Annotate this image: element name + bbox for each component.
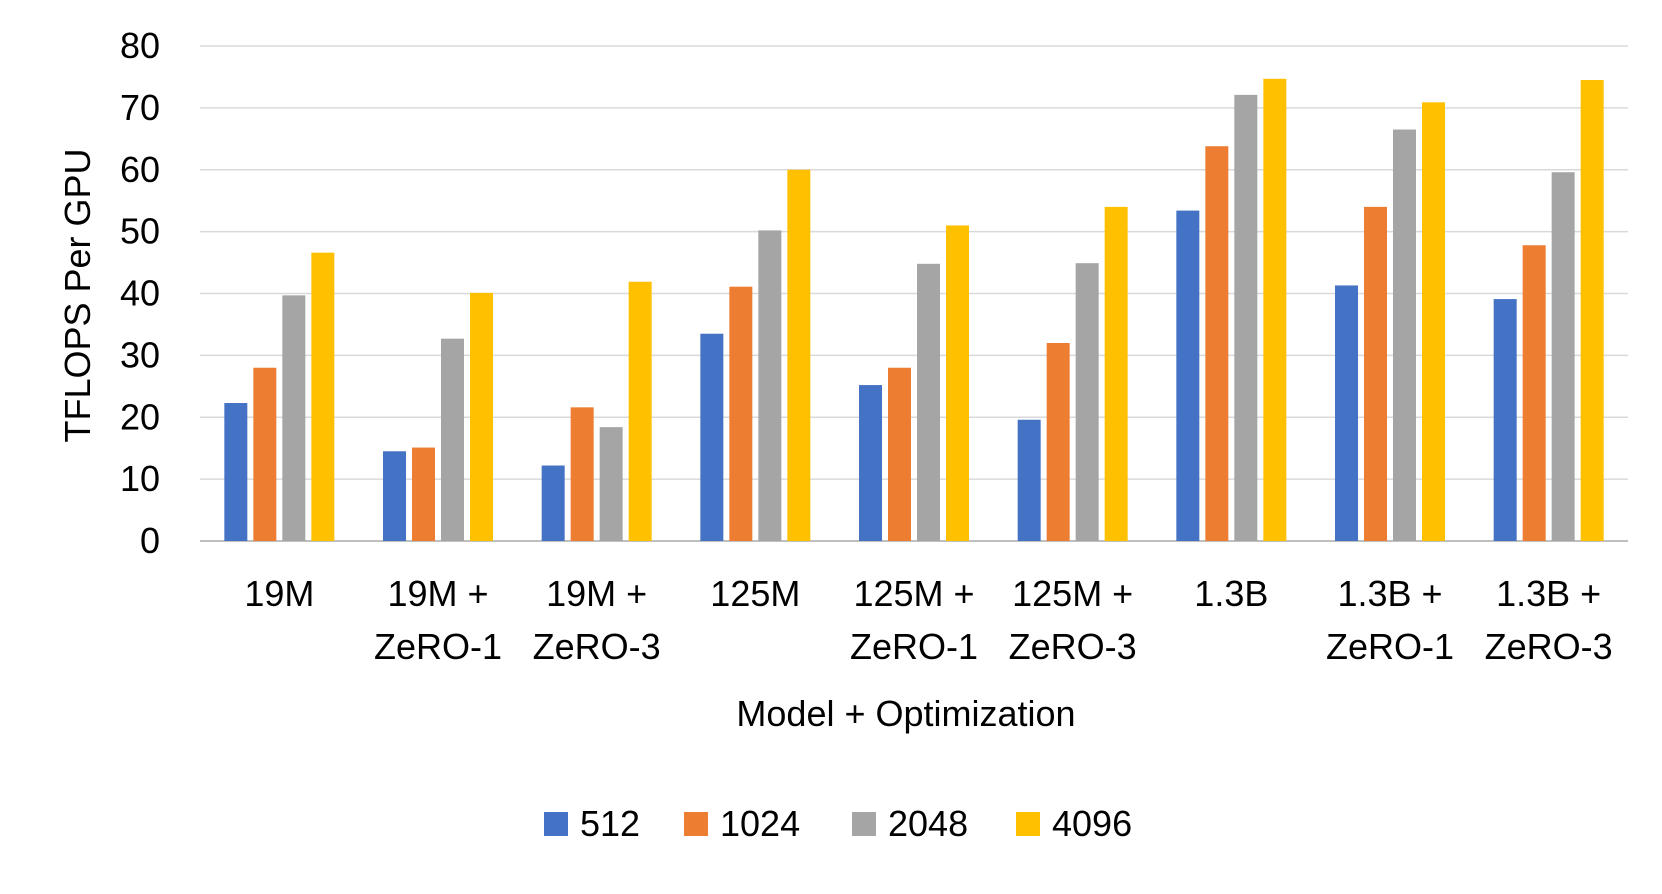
bar-1024 — [253, 367, 277, 541]
bar-1024 — [1522, 245, 1546, 542]
bar-512 — [1017, 419, 1041, 541]
bars — [224, 78, 1604, 542]
y-tick-label: 80 — [120, 25, 160, 66]
x-tick-label: 1.3B + ZeRO-1 — [1326, 573, 1454, 667]
bar-4096 — [311, 252, 335, 541]
bar-4096 — [628, 281, 652, 541]
legend-label-4096: 4096 — [1052, 803, 1132, 844]
bar-512 — [383, 451, 406, 541]
bar-1024 — [1364, 206, 1387, 541]
y-tick-label: 0 — [140, 520, 160, 561]
x-tick-label: 125M + ZeRO-1 — [850, 573, 978, 667]
bar-2048 — [599, 427, 623, 541]
bar-2048 — [1234, 94, 1258, 541]
x-tick-label: 125M — [710, 573, 800, 614]
bar-2048 — [1075, 263, 1099, 541]
bar-1024 — [570, 407, 594, 541]
y-tick-label: 20 — [120, 396, 160, 437]
x-tick-label: 1.3B + ZeRO-3 — [1485, 573, 1613, 667]
y-tick-label: 60 — [120, 149, 160, 190]
legend: 512 1024 2048 4096 — [544, 803, 1132, 844]
bar-2048 — [1393, 129, 1416, 541]
y-tick-label: 70 — [120, 87, 160, 128]
bar-2048 — [282, 295, 306, 541]
x-axis-title: Model + Optimization — [736, 693, 1075, 734]
legend-swatch-512 — [544, 812, 568, 836]
y-tick-label: 30 — [120, 334, 160, 375]
y-axis-tick-labels: 0 10 20 30 40 50 60 70 80 — [120, 25, 160, 561]
bar-512 — [541, 465, 565, 541]
legend-label-512: 512 — [580, 803, 640, 844]
bar-4096 — [1104, 206, 1128, 541]
legend-swatch-4096 — [1016, 812, 1040, 836]
bar-512 — [1335, 285, 1358, 541]
bar-1024 — [412, 447, 435, 541]
bar-2048 — [917, 263, 940, 541]
bar-4096 — [1263, 78, 1287, 541]
y-tick-label: 50 — [120, 211, 160, 252]
bar-2048 — [758, 230, 782, 541]
bar-1024 — [888, 367, 911, 541]
x-axis-tick-labels: 19M 19M + ZeRO-1 19M + ZeRO-3 125M 125M + ZeRO-… — [244, 573, 1612, 667]
bar-1024 — [1205, 146, 1229, 542]
legend-label-2048: 2048 — [888, 803, 968, 844]
bar-2048 — [1551, 172, 1575, 541]
bar-4096 — [946, 225, 969, 541]
legend-label-1024: 1024 — [720, 803, 800, 844]
bar-512 — [859, 385, 882, 541]
x-tick-label: 125M + ZeRO-3 — [1009, 573, 1137, 667]
bar-1024 — [729, 286, 753, 541]
x-tick-label: 1.3B — [1194, 573, 1268, 614]
gridlines — [200, 45, 1628, 542]
x-tick-label: 19M + ZeRO-3 — [533, 573, 661, 667]
y-tick-label: 40 — [120, 273, 160, 314]
y-tick-label: 10 — [120, 458, 160, 499]
bar-2048 — [441, 338, 464, 541]
legend-swatch-2048 — [852, 812, 876, 836]
bar-4096 — [1580, 80, 1604, 541]
x-tick-label: 19M + ZeRO-1 — [374, 573, 502, 667]
bar-512 — [1493, 299, 1517, 541]
bar-4096 — [1422, 102, 1445, 542]
bar-512 — [224, 403, 248, 541]
legend-swatch-1024 — [684, 812, 708, 836]
bar-4096 — [787, 169, 811, 541]
bar-1024 — [1046, 343, 1070, 541]
bar-512 — [1176, 210, 1200, 541]
bar-512 — [700, 333, 724, 541]
y-axis-title: TFLOPS Per GPU — [57, 148, 98, 442]
bar-4096 — [470, 292, 493, 541]
x-tick-label: 19M — [244, 573, 314, 614]
